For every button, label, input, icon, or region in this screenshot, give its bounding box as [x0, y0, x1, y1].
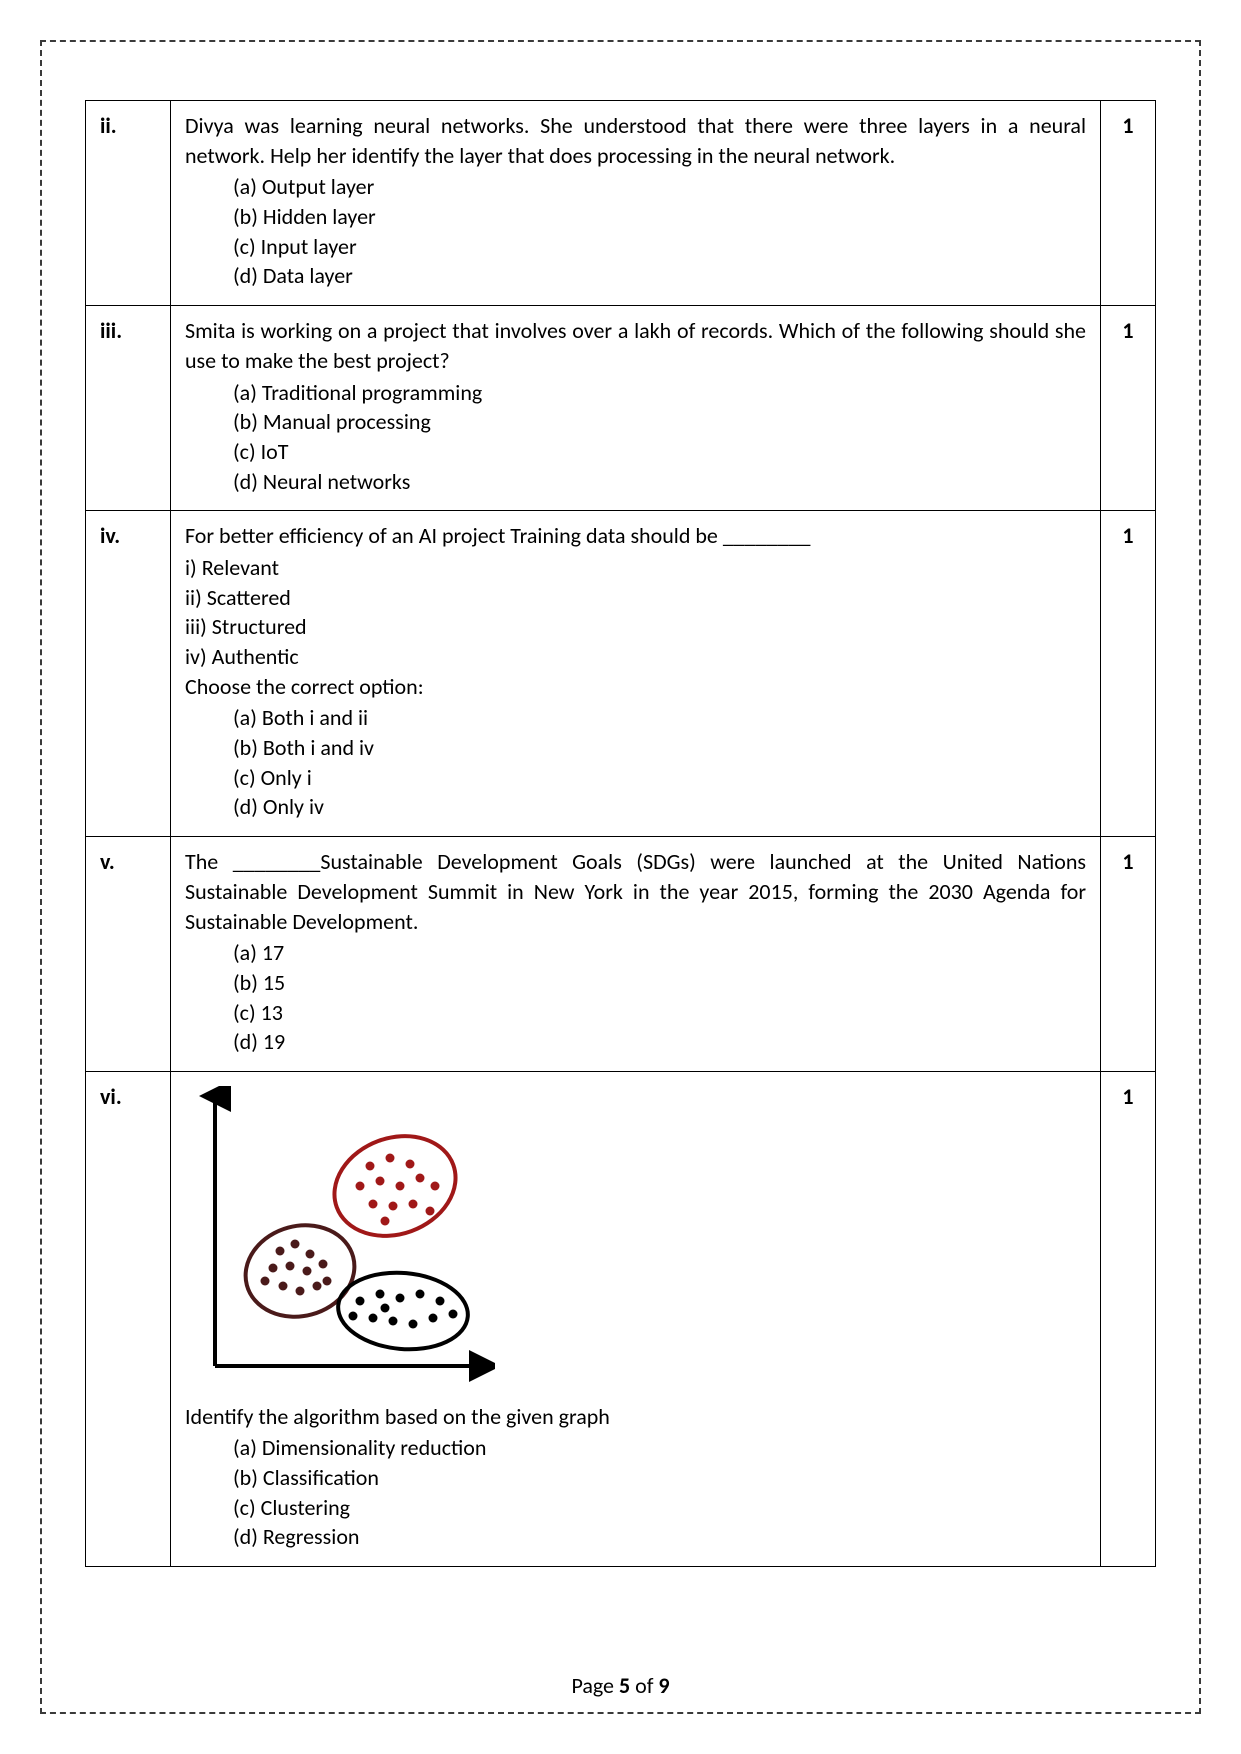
subopt-iii: iii) Structured [185, 612, 1086, 642]
option-a: (a) 17 [233, 938, 1086, 968]
question-marks: 1 [1101, 511, 1156, 837]
option-list: (a) Dimensionality reduction (b) Classif… [185, 1433, 1086, 1552]
option-c: (c) 13 [233, 998, 1086, 1028]
table-row: vi. Identify the algorithm based on the … [86, 1071, 1156, 1566]
question-marks: 1 [1101, 1071, 1156, 1566]
option-c: (c) Clustering [233, 1493, 1086, 1523]
subopt-ii: ii) Scattered [185, 583, 1086, 613]
option-b: (b) Manual processing [233, 407, 1086, 437]
option-list: (a) 17 (b) 15 (c) 13 (d) 19 [185, 938, 1086, 1057]
subopt-prompt: Choose the correct option: [185, 672, 1086, 702]
content-area: ii. Divya was learning neural networks. … [85, 100, 1156, 1567]
option-c: (c) Only i [233, 763, 1086, 793]
table-row: iii. Smita is working on a project that … [86, 306, 1156, 511]
question-stem: For better efficiency of an AI project T… [185, 521, 1086, 551]
question-cell: For better efficiency of an AI project T… [171, 511, 1101, 837]
footer-mid: of [630, 1672, 658, 1699]
question-stem: Identify the algorithm based on the give… [185, 1402, 1086, 1432]
question-marks: 1 [1101, 837, 1156, 1072]
option-a: (a) Dimensionality reduction [233, 1433, 1086, 1463]
option-list: (a) Traditional programming (b) Manual p… [185, 378, 1086, 497]
question-cell: The ________Sustainable Development Goal… [171, 837, 1101, 1072]
question-stem: Smita is working on a project that invol… [185, 316, 1086, 375]
option-list: (a) Output layer (b) Hidden layer (c) In… [185, 172, 1086, 291]
question-number: vi. [86, 1071, 171, 1566]
subopt-i: i) Relevant [185, 553, 1086, 583]
cluster-scatter-svg [185, 1086, 495, 1386]
option-b: (b) Classification [233, 1463, 1086, 1493]
subopt-iv: iv) Authentic [185, 642, 1086, 672]
question-number: iii. [86, 306, 171, 511]
question-stem: The ________Sustainable Development Goal… [185, 847, 1086, 936]
option-c: (c) Input layer [233, 232, 1086, 262]
option-a: (a) Both i and ii [233, 703, 1086, 733]
option-list: (a) Both i and ii (b) Both i and iv (c) … [185, 703, 1086, 822]
question-cell: Smita is working on a project that invol… [171, 306, 1101, 511]
option-c: (c) IoT [233, 437, 1086, 467]
clustering-graph [185, 1086, 1086, 1394]
question-table: ii. Divya was learning neural networks. … [85, 100, 1156, 1567]
question-number: ii. [86, 101, 171, 306]
option-d: (d) Only iv [233, 792, 1086, 822]
footer-total: 9 [658, 1672, 669, 1699]
table-row: iv. For better efficiency of an AI proje… [86, 511, 1156, 837]
question-number: iv. [86, 511, 171, 837]
option-b: (b) Hidden layer [233, 202, 1086, 232]
question-cell: Identify the algorithm based on the give… [171, 1071, 1101, 1566]
question-stem: Divya was learning neural networks. She … [185, 111, 1086, 170]
question-cell: Divya was learning neural networks. She … [171, 101, 1101, 306]
option-d: (d) Data layer [233, 261, 1086, 291]
option-d: (d) Neural networks [233, 467, 1086, 497]
option-b: (b) Both i and iv [233, 733, 1086, 763]
sub-option-list: i) Relevant ii) Scattered iii) Structure… [185, 553, 1086, 701]
question-marks: 1 [1101, 306, 1156, 511]
question-number: v. [86, 837, 171, 1072]
option-a: (a) Traditional programming [233, 378, 1086, 408]
page-footer: Page 5 of 9 [0, 1672, 1241, 1699]
option-d: (d) Regression [233, 1522, 1086, 1552]
table-row: v. The ________Sustainable Development G… [86, 837, 1156, 1072]
footer-prefix: Page [571, 1672, 619, 1699]
page: ii. Divya was learning neural networks. … [0, 0, 1241, 1754]
table-row: ii. Divya was learning neural networks. … [86, 101, 1156, 306]
question-marks: 1 [1101, 101, 1156, 306]
option-a: (a) Output layer [233, 172, 1086, 202]
option-b: (b) 15 [233, 968, 1086, 998]
option-d: (d) 19 [233, 1027, 1086, 1057]
footer-current: 5 [619, 1672, 630, 1699]
